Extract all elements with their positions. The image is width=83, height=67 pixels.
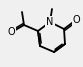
Text: O: O <box>8 27 15 37</box>
Text: N: N <box>46 17 54 27</box>
Text: O: O <box>73 15 80 25</box>
